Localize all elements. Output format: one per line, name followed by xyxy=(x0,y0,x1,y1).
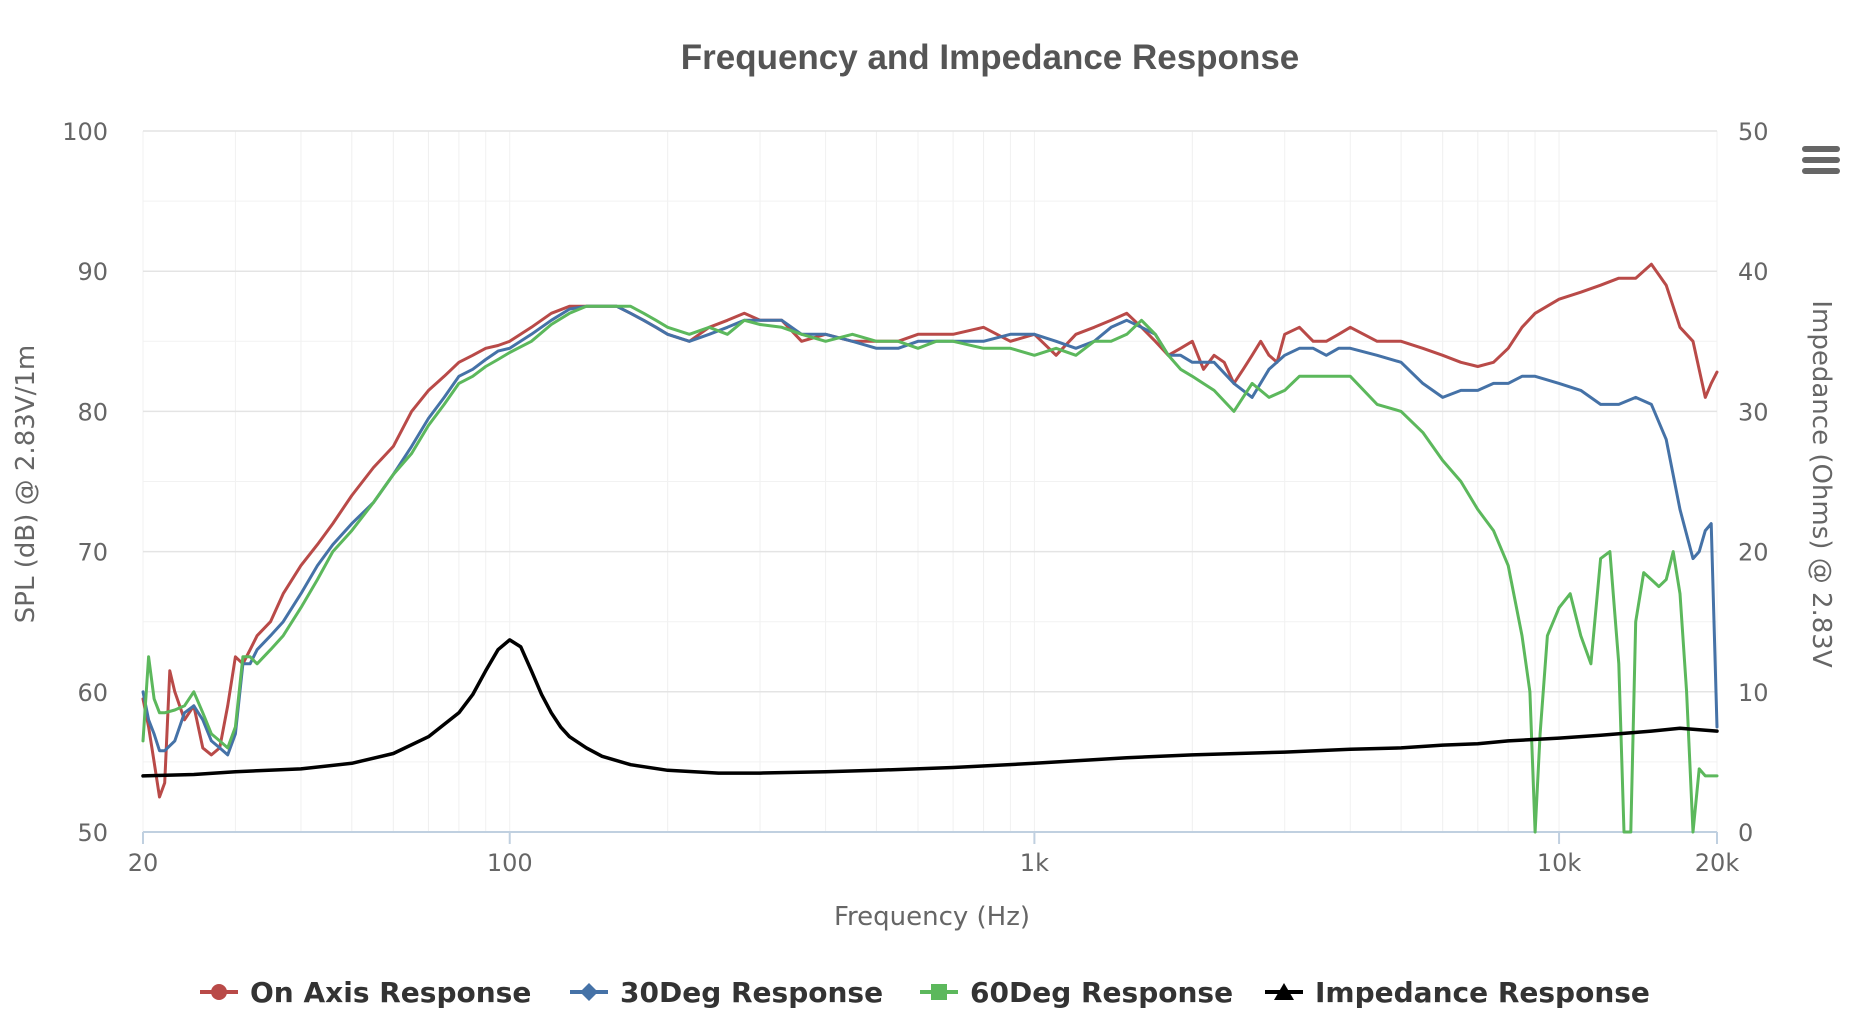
series-line-impedance-response xyxy=(141,638,1719,778)
y-tick-label-60: 60 xyxy=(77,679,108,707)
y-tick-label-80: 80 xyxy=(77,398,108,426)
y2-axis-title: Impedance (Ohms) @ 2.83V xyxy=(1806,300,1836,667)
x-tick-label-20k: 20k xyxy=(1695,849,1740,877)
x-axis-title: Frequency (Hz) xyxy=(834,902,1030,932)
chart-title: Frequency and Impedance Response xyxy=(681,38,1300,77)
y2-tick-label-0: 0 xyxy=(1738,819,1753,847)
y2-tick-label-20: 20 xyxy=(1738,539,1769,567)
legend-label-impedance-response: Impedance Response xyxy=(1315,976,1650,1009)
legend-item-on-axis-response[interactable]: On Axis Response xyxy=(200,976,531,1009)
series-line-60deg-response xyxy=(141,304,1719,834)
legend-item-60deg-response[interactable]: 60Deg Response xyxy=(920,976,1233,1009)
x-tick-label-1k: 1k xyxy=(1020,849,1049,877)
y2-tick-label-40: 40 xyxy=(1738,258,1769,286)
y-axis-title: SPL (dB) @ 2.83V/1m xyxy=(11,345,41,623)
grid-lines xyxy=(142,130,1718,833)
legend: On Axis Response 30Deg Response 60Deg Resp… xyxy=(200,976,1650,1009)
series-line-30deg-response xyxy=(141,304,1719,757)
y-tick-label-50: 50 xyxy=(77,819,108,847)
legend-marker-triangle xyxy=(1274,983,1294,1000)
legend-item-30deg-response[interactable]: 30Deg Response xyxy=(570,976,883,1009)
y2-tick-label-10: 10 xyxy=(1738,679,1769,707)
legend-marker-circle xyxy=(211,984,227,1000)
y-tick-label-100: 100 xyxy=(62,118,108,146)
legend-label-on-axis-response: On Axis Response xyxy=(250,976,531,1009)
y2-tick-label-30: 30 xyxy=(1738,398,1769,426)
y-tick-label-90: 90 xyxy=(77,258,108,286)
hamburger-menu-icon[interactable] xyxy=(1795,130,1840,176)
x-tick-label-10k: 10k xyxy=(1537,849,1582,877)
legend-marker-square xyxy=(931,984,947,1000)
y2-tick-label-50: 50 xyxy=(1738,118,1769,146)
x-tick-label-100: 100 xyxy=(487,849,533,877)
series-lines xyxy=(141,262,1719,834)
x-axis-tick-labels: 20 100 1k 10k 20k xyxy=(128,849,1740,877)
legend-marker-diamond xyxy=(580,983,598,1001)
legend-item-impedance-response[interactable]: Impedance Response xyxy=(1265,976,1650,1009)
axes xyxy=(142,831,1718,844)
y2-axis-tick-labels: 0 10 20 30 40 50 xyxy=(1738,118,1769,847)
legend-label-30deg-response: 30Deg Response xyxy=(620,976,883,1009)
x-tick-label-20: 20 xyxy=(128,849,159,877)
y-tick-label-70: 70 xyxy=(77,539,108,567)
y-axis-tick-labels: 50 60 70 80 90 100 xyxy=(62,118,108,847)
legend-label-60deg-response: 60Deg Response xyxy=(970,976,1233,1009)
